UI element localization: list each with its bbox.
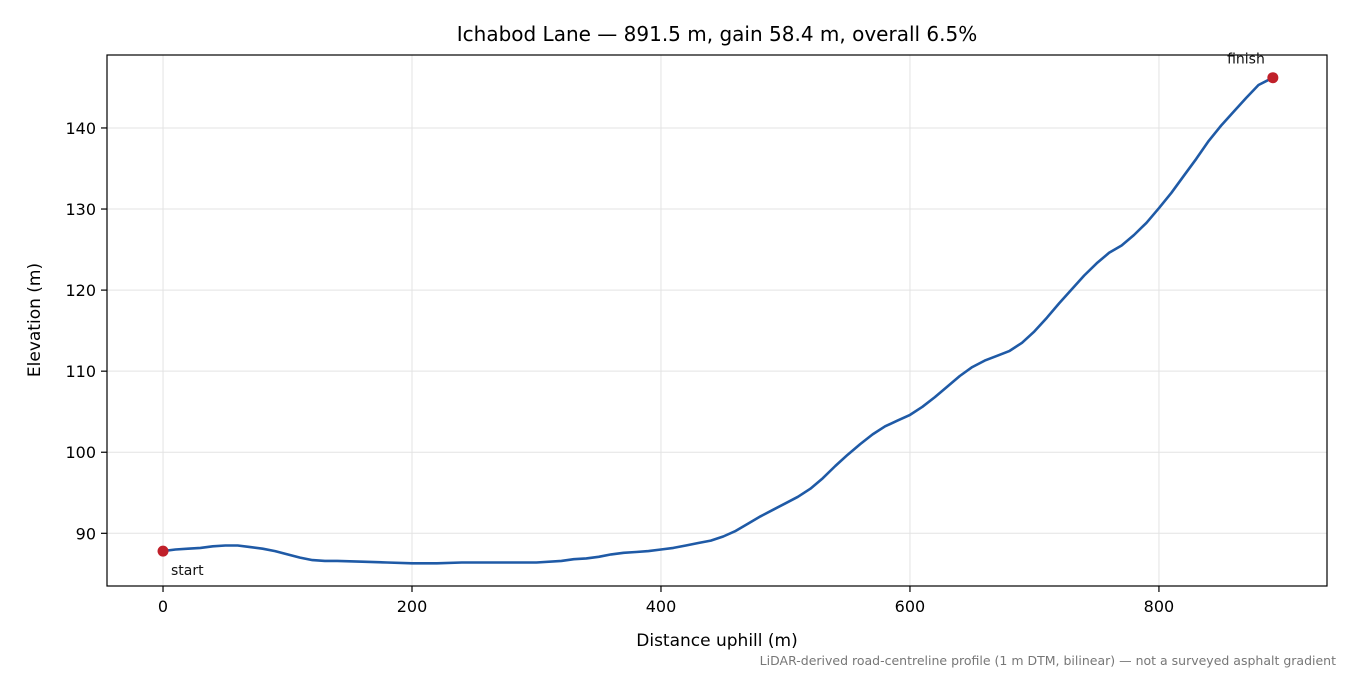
start-label: start	[171, 563, 204, 579]
x-tick-label: 200	[397, 597, 428, 616]
finish-marker	[1267, 72, 1279, 84]
x-tick-label: 0	[158, 597, 168, 616]
y-tick-label: 140	[65, 119, 96, 138]
axis-ticks: 0 200 400 600 800 90 100 110 120 130 140	[65, 119, 1174, 616]
y-tick-label: 110	[65, 362, 96, 381]
x-tick-label: 400	[646, 597, 677, 616]
y-tick-label: 90	[76, 524, 96, 543]
x-axis-title: Distance uphill (m)	[636, 631, 797, 651]
x-tick-label: 800	[1144, 597, 1175, 616]
finish-label: finish	[1227, 52, 1265, 68]
start-marker	[157, 545, 169, 557]
elevation-series-line	[161, 76, 1275, 565]
x-tick-label: 600	[895, 597, 926, 616]
y-tick-label: 100	[65, 443, 96, 462]
y-tick-label: 120	[65, 281, 96, 300]
data-source-footnote: LiDAR-derived road-centreline profile (1…	[760, 653, 1336, 668]
chart-title: Ichabod Lane — 891.5 m, gain 58.4 m, ove…	[457, 22, 977, 46]
plot-frame	[106, 54, 1328, 587]
y-axis-title: Elevation (m)	[25, 263, 45, 377]
endpoint-markers: start finish	[157, 52, 1279, 579]
grid-lines	[107, 55, 1327, 586]
y-tick-label: 130	[65, 200, 96, 219]
